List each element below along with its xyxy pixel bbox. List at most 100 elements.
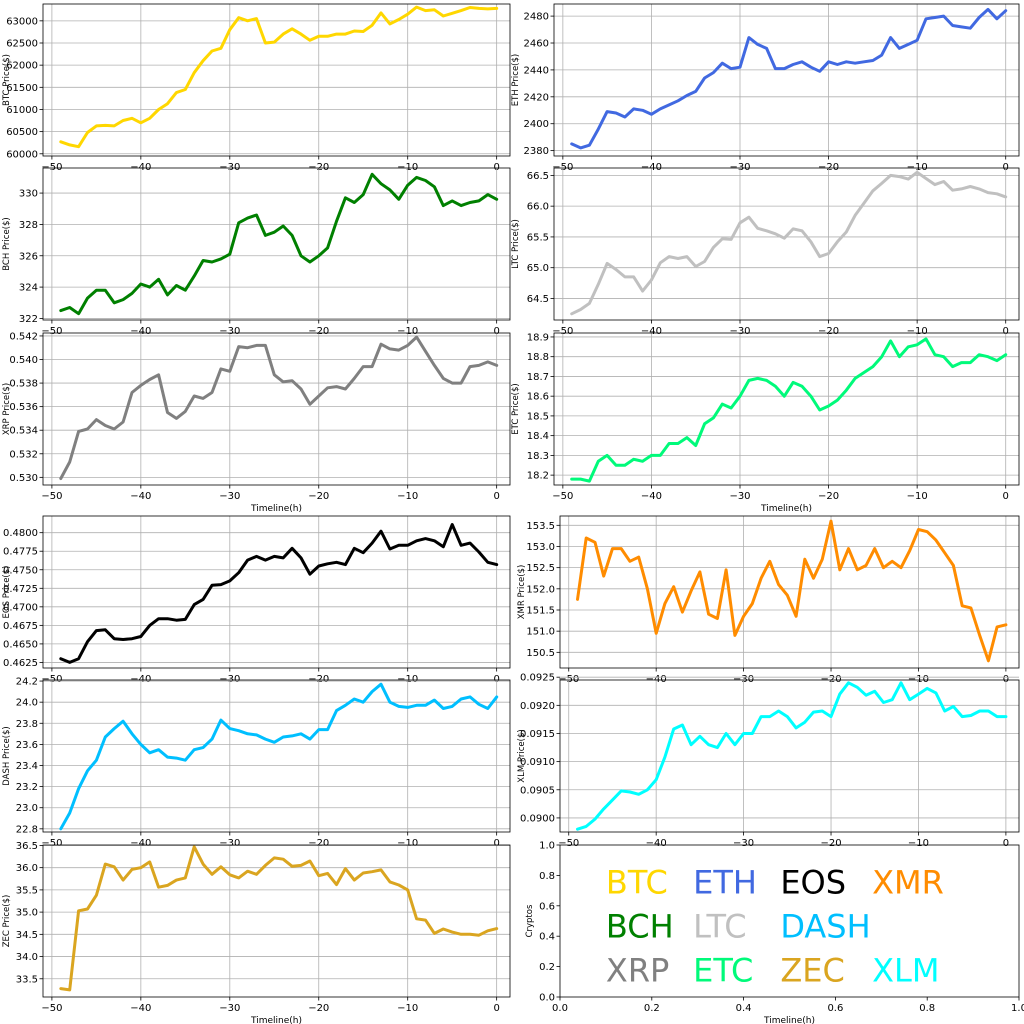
y-tick-label: 0.4750	[3, 565, 38, 576]
y-tick-label: 60000	[6, 149, 38, 160]
y-tick-label: 22.8	[16, 824, 38, 835]
plot-frame	[42, 679, 511, 833]
y-tick-label: 18.8	[527, 352, 549, 363]
legend-panel: 0.0 0.2 0.4 0.6 0.8 1.0 0.0 0.2 0.4 0.6 0.8 1.0 Cryp…	[525, 841, 1024, 1024]
x-tick-label: −40	[130, 162, 151, 173]
y-tick-label: 2480	[524, 12, 549, 23]
y-tick-label: 24.2	[16, 677, 38, 688]
y-axis-label: XMR Price($)	[517, 565, 527, 620]
x-tick-label: 0	[1003, 326, 1009, 337]
y-tick-label: 0.536	[9, 402, 38, 413]
dash-panel: −50 −40 −30 −20 −10 0 22.8 23.0 23.2 23.4 23.6 23.8…	[2, 677, 511, 849]
x-tick-label: −20	[820, 674, 841, 685]
x-tick-label: −10	[908, 674, 929, 685]
x-tick-label: −50	[552, 162, 573, 173]
x-tick-label: −50	[41, 838, 62, 849]
x-tick-label: −50	[41, 162, 62, 173]
y-tick-label: 0.4	[539, 932, 555, 943]
x-tick-label: 0.8	[919, 1003, 935, 1014]
x-tick-label: −40	[130, 1003, 151, 1014]
x-tick-label: −50	[558, 838, 579, 849]
y-tick-label: 34.5	[16, 930, 38, 941]
y-tick-label: 326	[19, 251, 38, 262]
plot-frame	[553, 3, 1020, 157]
xrp-price-line	[59, 335, 499, 480]
y-tick-label: 61000	[6, 105, 38, 116]
x-tick-label: −50	[552, 326, 573, 337]
x-tick-label: −40	[130, 491, 151, 502]
y-tick-label: 0.4700	[3, 602, 38, 613]
y-tick-label: 0.2	[539, 962, 555, 973]
x-tick-label: 0	[1003, 162, 1009, 173]
y-tick-label: 0.540	[9, 355, 38, 366]
legend-label-etc: ETC	[693, 952, 753, 990]
x-tick-label: −20	[308, 162, 329, 173]
bch-price-line	[59, 172, 499, 316]
x-tick-label: −50	[41, 1003, 62, 1014]
x-tick-label: −30	[219, 326, 240, 337]
x-tick-label: −10	[397, 326, 418, 337]
x-tick-label: −50	[41, 326, 62, 337]
x-tick-label: −30	[729, 162, 750, 173]
plot-frame	[42, 332, 511, 486]
y-tick-label: 0.4650	[3, 639, 38, 650]
y-tick-label: 153.5	[526, 521, 555, 532]
y-tick-label: 152.0	[526, 584, 555, 595]
y-axis-label: ETH Price($)	[511, 54, 521, 106]
y-tick-label: 18.7	[527, 372, 549, 383]
y-tick-label: 0.4625	[3, 658, 38, 669]
x-tick-label: −30	[219, 838, 240, 849]
x-tick-label: −10	[908, 838, 929, 849]
eth-panel: −50 −40 −30 −20 −10 0 2380 2400 2420 2440 2460 2480…	[511, 3, 1020, 173]
x-tick-label: −20	[818, 326, 839, 337]
x-axis-label: Timeline(h)	[250, 1016, 302, 1024]
legend-label-zec: ZEC	[780, 952, 844, 990]
x-tick-label: −30	[219, 491, 240, 502]
y-tick-label: 0.0915	[520, 729, 555, 740]
y-tick-label: 18.4	[527, 431, 549, 442]
y-tick-label: 66.0	[527, 202, 549, 213]
plot-frame	[553, 332, 1020, 486]
y-axis-label: ZEC Price($)	[2, 895, 12, 948]
xrp-panel: −50 −40 −30 −20 −10 0 0.530 0.532 0.534 0.536 0.53…	[2, 331, 511, 514]
x-tick-label: 0	[1003, 674, 1009, 685]
x-tick-label: −30	[729, 491, 750, 502]
plot-frame	[559, 844, 1020, 998]
y-tick-label: 151.0	[526, 627, 555, 638]
y-tick-label: 61500	[6, 83, 38, 94]
y-tick-label: 0.0910	[520, 757, 555, 768]
y-tick-label: 23.6	[16, 740, 38, 751]
zec-panel: −50 −40 −30 −20 −10 0 33.5 34.0 34.5 35.0 35.5 36.0…	[2, 841, 511, 1024]
x-tick-label: 0	[1003, 838, 1009, 849]
btc-price-line	[59, 5, 499, 149]
x-axis-label: Timeline(h)	[763, 1016, 815, 1024]
bch-panel: −50 −40 −30 −20 −10 0 322 324 326 328 330 BCH Price…	[2, 167, 511, 337]
x-tick-label: 0	[493, 326, 499, 337]
plot-frame	[559, 515, 1020, 669]
y-tick-label: 18.3	[527, 451, 549, 462]
y-tick-label: 33.5	[16, 974, 38, 985]
y-tick-label: 65.0	[527, 263, 549, 274]
y-axis-label: XRP Price($)	[2, 383, 12, 435]
y-tick-label: 2400	[524, 119, 549, 130]
y-tick-label: 23.8	[16, 719, 38, 730]
x-tick-label: 0.4	[736, 1003, 752, 1014]
y-tick-label: 0.4800	[3, 528, 38, 539]
y-tick-label: 0.538	[9, 379, 38, 390]
y-tick-label: 1.0	[539, 841, 555, 852]
legend-label-xlm: XLM	[872, 952, 939, 990]
x-tick-label: −50	[41, 491, 62, 502]
y-tick-label: 0.0925	[520, 673, 555, 684]
x-tick-label: −40	[130, 326, 151, 337]
y-axis-label: Cryptos	[525, 904, 535, 937]
x-tick-label: −20	[308, 326, 329, 337]
etc-price-line	[570, 337, 1008, 483]
y-tick-label: 18.2	[527, 471, 549, 482]
x-tick-label: −30	[219, 674, 240, 685]
x-tick-label: −20	[818, 162, 839, 173]
xmr-price-line	[576, 519, 1008, 663]
y-tick-label: 62500	[6, 38, 38, 49]
x-tick-label: −20	[308, 491, 329, 502]
y-tick-label: 0.0920	[520, 701, 555, 712]
